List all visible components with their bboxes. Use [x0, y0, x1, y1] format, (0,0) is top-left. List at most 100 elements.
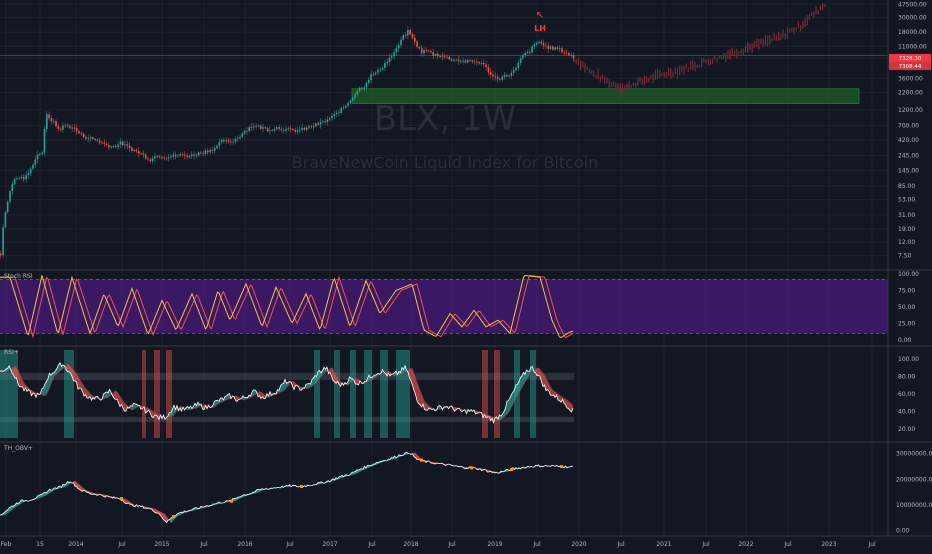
candle	[37, 154, 39, 159]
rsi-fill	[15, 366, 17, 378]
candle	[508, 76, 510, 77]
candle	[18, 178, 20, 179]
candle	[251, 127, 253, 128]
candle	[104, 143, 106, 144]
candle	[51, 118, 53, 121]
price-tick-label: 7.50	[898, 253, 912, 260]
obv-marker	[172, 515, 175, 518]
candle	[244, 131, 246, 134]
price-tick-label: 18000.00	[898, 29, 927, 36]
candle	[253, 127, 255, 128]
time-tick-label: Jul	[367, 541, 376, 548]
price-tick-label: 145.00	[898, 168, 919, 175]
candle	[156, 156, 158, 157]
obv-marker	[560, 465, 563, 468]
candle	[518, 63, 520, 68]
candle	[90, 137, 92, 138]
candle	[564, 52, 566, 53]
candle	[87, 138, 89, 139]
candle	[414, 38, 416, 42]
candle	[483, 63, 485, 64]
rsi-fill	[306, 384, 308, 389]
rsi-highlight-green	[380, 350, 388, 438]
candle	[547, 46, 549, 49]
candle	[161, 157, 163, 158]
candle	[380, 70, 382, 71]
candle	[133, 150, 135, 151]
candle	[455, 60, 457, 61]
candle	[396, 48, 398, 52]
candle	[106, 144, 108, 145]
candle	[136, 150, 138, 151]
candle	[322, 121, 324, 122]
candle	[0, 254, 2, 256]
candle	[58, 126, 60, 129]
candle	[384, 63, 386, 68]
rsi-tick-label: 60.00	[898, 391, 915, 398]
candle	[543, 43, 545, 45]
stoch-rsi-title: Stoch RSI	[4, 273, 33, 280]
candle	[435, 54, 437, 56]
candle	[472, 61, 474, 63]
obv-tick-label: 10000000.00	[896, 502, 932, 509]
candle	[403, 35, 405, 39]
candle	[216, 146, 218, 148]
candle	[202, 153, 204, 154]
candle	[462, 61, 464, 62]
stoch-rsi-pane[interactable]	[0, 275, 888, 337]
candle	[196, 155, 198, 156]
candle	[301, 128, 303, 130]
candle	[115, 146, 117, 147]
candle	[442, 56, 444, 57]
candle	[221, 140, 223, 142]
candle	[124, 144, 126, 145]
time-tick-label: Jul	[867, 541, 876, 548]
rsi-fill	[356, 379, 358, 384]
time-tick-label: 2017	[322, 541, 337, 548]
price-tick-label: 245.00	[898, 153, 919, 160]
candle	[426, 50, 428, 51]
candle	[416, 41, 418, 46]
rsi-highlight-green	[314, 350, 320, 438]
candle	[81, 133, 83, 134]
candle	[239, 137, 241, 139]
candle	[373, 74, 375, 75]
rsi-highlight-green	[0, 350, 18, 438]
candle	[154, 156, 156, 158]
candle	[524, 53, 526, 55]
candle	[184, 155, 186, 156]
candle	[223, 140, 225, 141]
time-tick-label: 2014	[68, 541, 83, 548]
obv-tick-label: 0.00	[896, 528, 910, 535]
rsi-highlight-green	[334, 350, 340, 438]
candle	[490, 72, 492, 74]
candle	[313, 126, 315, 127]
obv-marker	[420, 459, 423, 462]
candle	[41, 153, 43, 154]
candle	[248, 127, 250, 131]
rsi-title: RSI+	[4, 349, 19, 356]
candle	[113, 146, 115, 147]
stoch-tick-label: 0.00	[898, 337, 912, 344]
candle	[481, 63, 483, 64]
candle	[189, 156, 191, 157]
candle	[152, 158, 154, 161]
candle	[363, 87, 365, 88]
candle	[131, 148, 133, 151]
candle	[437, 54, 439, 56]
candle	[432, 52, 434, 55]
obv-marker	[230, 500, 233, 503]
candle	[67, 125, 69, 126]
candle	[393, 52, 395, 56]
candle	[350, 100, 352, 103]
candle	[14, 179, 16, 184]
candle	[561, 48, 563, 52]
rsi-highlight-red	[166, 350, 172, 438]
price-tick-label: 420.00	[898, 137, 919, 144]
time-tick-label: 2018	[403, 541, 418, 548]
candle	[453, 60, 455, 61]
candle	[520, 58, 522, 63]
candle	[285, 129, 287, 131]
